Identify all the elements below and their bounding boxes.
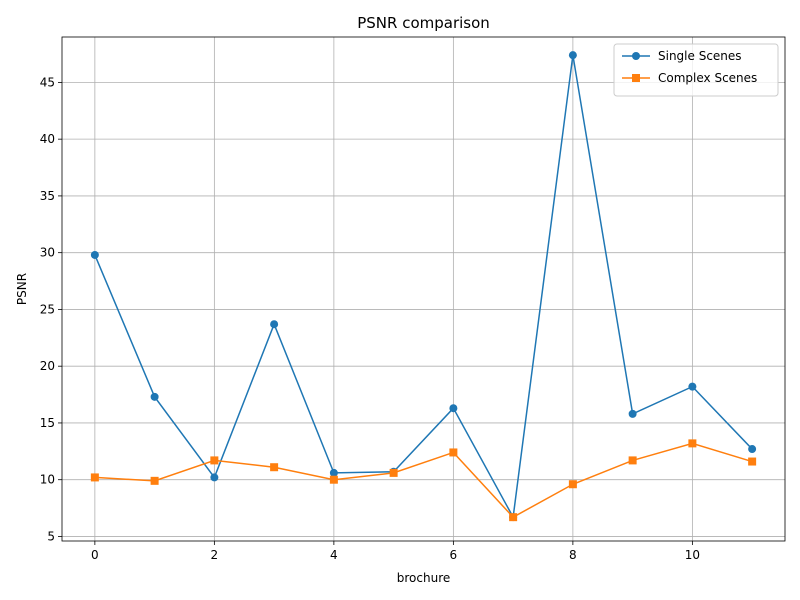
y-tick-label: 35 xyxy=(40,189,55,203)
data-point xyxy=(449,404,458,413)
data-point xyxy=(150,476,159,485)
data-point xyxy=(90,250,99,259)
x-tick-label: 6 xyxy=(450,548,458,562)
legend-entry: Complex Scenes xyxy=(622,71,757,85)
chart-title: PSNR comparison xyxy=(357,14,490,32)
y-tick-label: 25 xyxy=(40,302,55,316)
x-axis-label: brochure xyxy=(397,571,451,585)
legend-entry: Single Scenes xyxy=(622,49,742,63)
data-point xyxy=(270,320,279,329)
y-tick-label: 10 xyxy=(40,473,55,487)
data-point xyxy=(389,468,398,477)
data-point xyxy=(628,409,637,418)
plot-frame xyxy=(61,36,786,542)
series-layer xyxy=(90,51,757,522)
data-point xyxy=(270,463,279,472)
data-point xyxy=(628,456,637,465)
grid xyxy=(62,37,785,541)
y-tick-label: 5 xyxy=(47,529,55,543)
data-point xyxy=(150,392,159,401)
data-point xyxy=(748,457,757,466)
data-point xyxy=(748,445,757,454)
y-tick-label: 15 xyxy=(40,416,55,430)
axes-ticks: 0 2 4 6 8 10 5 10 15 20 25 30 35 40 45 xyxy=(40,75,700,562)
data-point xyxy=(449,448,458,457)
x-tick-label: 4 xyxy=(330,548,338,562)
data-point xyxy=(568,51,577,60)
y-tick-label: 20 xyxy=(40,359,55,373)
data-point xyxy=(90,473,99,482)
data-point xyxy=(210,456,219,465)
y-axis-label: PSNR xyxy=(15,273,29,305)
y-tick-label: 45 xyxy=(40,75,55,89)
legend-label: Complex Scenes xyxy=(658,71,757,85)
data-point xyxy=(688,439,697,448)
series-line xyxy=(94,442,753,519)
data-point xyxy=(329,468,338,477)
x-tick-label: 10 xyxy=(685,548,700,562)
x-tick-label: 0 xyxy=(91,548,99,562)
series-1 xyxy=(90,51,757,522)
legend-label: Single Scenes xyxy=(658,49,742,63)
data-point xyxy=(509,513,518,522)
legend: Single Scenes Complex Scenes xyxy=(613,43,779,97)
data-point xyxy=(688,382,697,391)
x-tick-label: 8 xyxy=(569,548,577,562)
data-point xyxy=(568,480,577,489)
data-point xyxy=(329,475,338,484)
x-tick-label: 2 xyxy=(211,548,219,562)
legend-marker xyxy=(632,52,640,60)
legend-marker xyxy=(632,74,640,82)
series-line xyxy=(94,55,753,520)
legend-box xyxy=(613,43,779,97)
y-tick-label: 40 xyxy=(40,132,55,146)
series-2 xyxy=(90,439,757,522)
data-point xyxy=(210,473,219,482)
y-tick-label: 30 xyxy=(40,246,55,260)
